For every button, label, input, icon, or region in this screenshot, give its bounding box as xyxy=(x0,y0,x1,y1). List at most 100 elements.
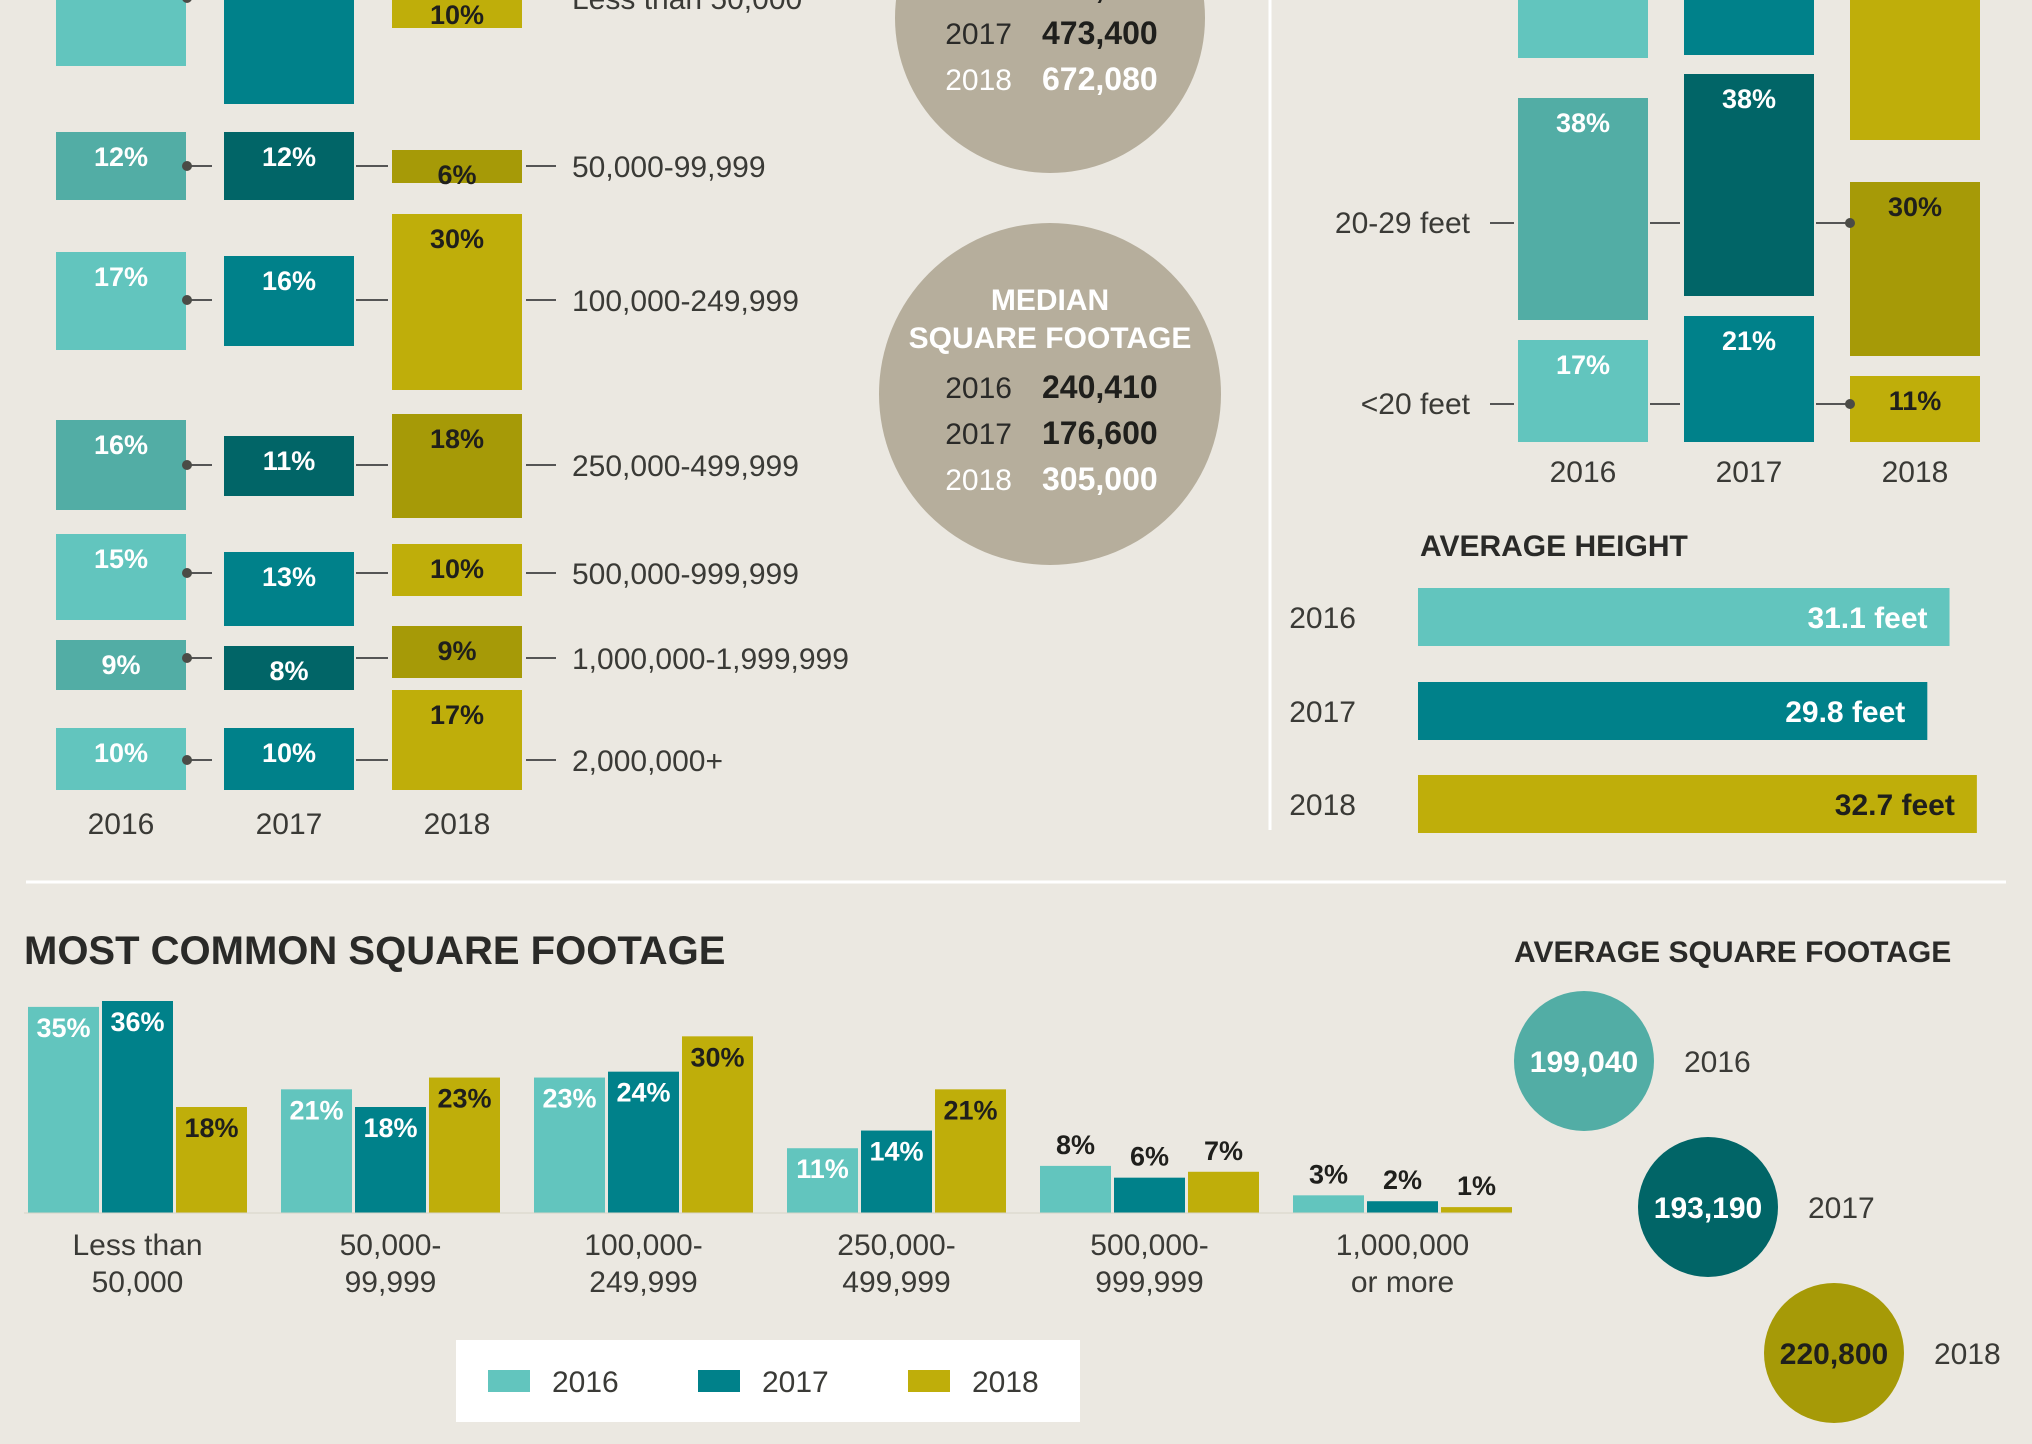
size-category-label: 1,000,000-1,999,999 xyxy=(572,643,849,676)
avg-sq-year: 2018 xyxy=(1934,1338,2001,1371)
size-category-label: 2,000,000+ xyxy=(572,745,723,778)
size-bar-2016-6 xyxy=(56,728,186,790)
height-year-label: 2016 xyxy=(1550,456,1617,489)
size-bar-2017-2 xyxy=(224,256,354,346)
common-category-line1: 1,000,000 xyxy=(1336,1229,1469,1262)
legend-swatch-2016 xyxy=(488,1370,530,1392)
size-bar-label: 13% xyxy=(262,562,316,592)
height-bar-2016-0 xyxy=(1518,98,1648,320)
size-bar-2018-2 xyxy=(392,214,522,390)
height-bar-label: 11% xyxy=(1889,386,1942,416)
median-circle xyxy=(879,223,1221,565)
height-year-label: 2017 xyxy=(1716,456,1783,489)
height-bar-label: 30% xyxy=(1888,192,1942,222)
common-bar-2016-0 xyxy=(28,1006,99,1213)
common-bar-2017-3 xyxy=(861,1130,932,1213)
common-category-line2: 99,999 xyxy=(345,1266,437,1299)
size-bar-label: 16% xyxy=(262,266,316,296)
size-bar-2016-1 xyxy=(56,132,186,200)
median-circle-title: SQUARE FOOTAGE xyxy=(909,322,1192,355)
size-category-label: Less than 50,000 xyxy=(572,0,802,16)
size-category-label: 100,000-249,999 xyxy=(572,285,799,318)
avg-height-year: 2016 xyxy=(1289,602,1356,635)
size-year-label: 2018 xyxy=(424,808,491,841)
common-bar-label: 1% xyxy=(1457,1171,1496,1201)
size-bar-label: 9% xyxy=(101,650,140,680)
top-circle-value: 000,000 xyxy=(1042,0,1158,5)
legend-box xyxy=(456,1340,1080,1422)
size-bar-label: 17% xyxy=(94,262,148,292)
size-bar-2018-6 xyxy=(392,690,522,790)
avg-height-value: 31.1 feet xyxy=(1807,602,1927,635)
common-category-line1: 50,000- xyxy=(340,1229,442,1262)
height-bar-2018-0 xyxy=(1850,182,1980,356)
average-square-footage-chart: AVERAGE SQUARE FOOTAGE 199,040 2016 193,19… xyxy=(1514,936,2001,1423)
median-circles: 2016 000,000 2017 473,400 2018 672,080 MEDIAN S… xyxy=(879,0,1221,565)
size-bar-label: 10% xyxy=(262,738,316,768)
size-category-label: 500,000-999,999 xyxy=(572,558,799,591)
height-bar-2017-0 xyxy=(1684,74,1814,296)
avg-sq-value: 220,800 xyxy=(1780,1338,1888,1371)
avg-sq-circle-2018 xyxy=(1764,1283,1904,1423)
size-bar-2018-0 xyxy=(392,0,522,28)
common-bar-2016-4 xyxy=(1040,1165,1111,1213)
common-bar-2016-2 xyxy=(534,1077,605,1213)
size-connector-dot xyxy=(182,161,192,171)
common-bar-2017-1 xyxy=(355,1107,426,1213)
most-common-title: MOST COMMON SQUARE FOOTAGE xyxy=(24,929,725,973)
avg-height-value: 29.8 feet xyxy=(1785,696,1905,729)
size-bar-2016-0 xyxy=(56,0,186,66)
size-bar-2016-4 xyxy=(56,534,186,620)
common-bar-2016-5 xyxy=(1293,1195,1364,1213)
common-bar-label: 18% xyxy=(363,1113,417,1143)
size-bar-2017-5 xyxy=(224,646,354,690)
common-category-line2: or more xyxy=(1351,1266,1454,1299)
common-category-line1: 250,000- xyxy=(837,1229,955,1262)
size-connector-dot xyxy=(182,568,192,578)
top-circle-year: 2016 xyxy=(945,0,1012,5)
avg-sq-value: 199,040 xyxy=(1530,1046,1638,1079)
common-category-line2: 249,999 xyxy=(589,1266,697,1299)
top-circle xyxy=(895,0,1205,173)
height-bar-upper-2016 xyxy=(1518,0,1648,58)
size-year-label: 2016 xyxy=(88,808,155,841)
avg-height-year: 2017 xyxy=(1289,696,1356,729)
median-circle-year: 2018 xyxy=(945,464,1012,497)
size-category-label: 50,000-99,999 xyxy=(572,151,766,184)
common-bar-label: 18% xyxy=(184,1113,238,1143)
avg-sq-circle-2016 xyxy=(1514,991,1654,1131)
height-category-label: 20-29 feet xyxy=(1335,207,1471,240)
avg-height-value: 32.7 feet xyxy=(1835,789,1955,822)
height-bar-upper-2017 xyxy=(1684,0,1814,55)
avg-sq-year: 2017 xyxy=(1808,1192,1875,1225)
avg-sq-year: 2016 xyxy=(1684,1046,1751,1079)
size-bar-2017-3 xyxy=(224,436,354,496)
size-bar-label: 18% xyxy=(430,424,484,454)
common-bar-label: 21% xyxy=(943,1095,997,1125)
size-bar-label: 16% xyxy=(94,430,148,460)
common-bar-label: 23% xyxy=(542,1084,596,1114)
top-circle-value: 672,080 xyxy=(1042,61,1158,97)
height-bar-2018-1 xyxy=(1850,376,1980,442)
size-bar-label: 12% xyxy=(262,142,316,172)
size-bar-label: 11% xyxy=(263,446,316,476)
average-height-chart: AVERAGE HEIGHT 2016 31.1 feet 2017 29.8 fee… xyxy=(1289,530,1977,833)
height-bar-label: 21% xyxy=(1722,326,1776,356)
avg-height-bar-2017 xyxy=(1418,682,1928,740)
common-bar-2017-5 xyxy=(1367,1201,1438,1213)
median-circle-value: 305,000 xyxy=(1042,461,1158,497)
average-height-title: AVERAGE HEIGHT xyxy=(1420,530,1688,563)
common-category-line2: 499,999 xyxy=(842,1266,950,1299)
common-bar-label: 3% xyxy=(1309,1159,1348,1189)
common-bar-label: 23% xyxy=(437,1084,491,1114)
common-category-line1: 100,000- xyxy=(584,1229,702,1262)
size-bar-2016-2 xyxy=(56,252,186,350)
common-bar-2018-1 xyxy=(429,1077,500,1213)
size-bar-label: 10% xyxy=(430,0,484,30)
median-circle-value: 176,600 xyxy=(1042,415,1158,451)
size-connector-dot xyxy=(182,460,192,470)
common-bar-2018-3 xyxy=(935,1089,1006,1213)
common-category-line2: 50,000 xyxy=(92,1266,184,1299)
median-circle-title: MEDIAN xyxy=(991,284,1109,317)
legend-label: 2018 xyxy=(972,1366,1039,1399)
